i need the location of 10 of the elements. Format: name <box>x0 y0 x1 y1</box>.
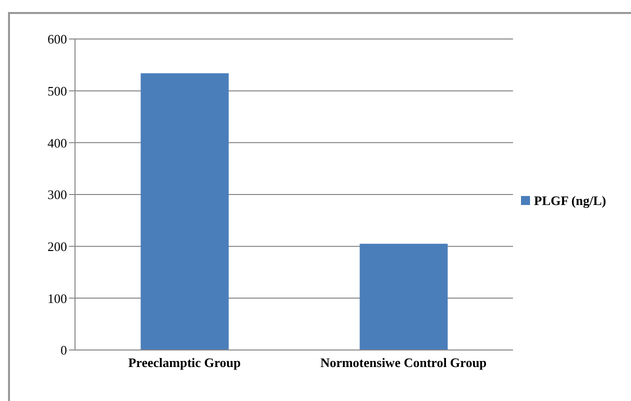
y-tick-label: 100 <box>48 290 67 306</box>
y-tick-label: 500 <box>48 83 67 98</box>
x-tick-label: Normotensiwe Control Group <box>320 355 487 370</box>
y-tick-label: 200 <box>48 238 67 254</box>
y-tick-label: 400 <box>48 135 67 150</box>
y-tick-label: 600 <box>48 32 67 47</box>
legend-label: PLGF (ng/L) <box>534 192 606 208</box>
x-tick-label: Preeclamptic Group <box>128 355 241 370</box>
y-tick-label: 300 <box>48 187 67 202</box>
y-tick-label: 0 <box>60 342 67 358</box>
